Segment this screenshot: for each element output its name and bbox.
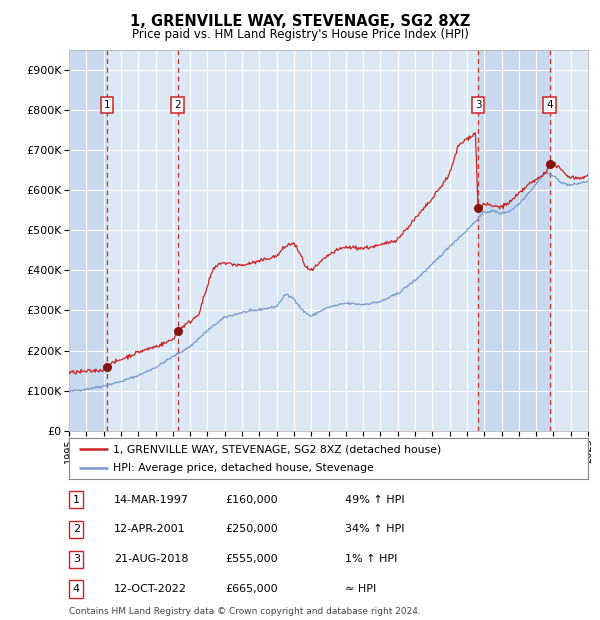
Text: ≈ HPI: ≈ HPI <box>345 584 376 594</box>
Text: 1% ↑ HPI: 1% ↑ HPI <box>345 554 397 564</box>
Text: 34% ↑ HPI: 34% ↑ HPI <box>345 525 404 534</box>
Text: 4: 4 <box>73 584 80 594</box>
Text: 1: 1 <box>73 495 80 505</box>
Bar <box>478 50 550 431</box>
Text: Contains HM Land Registry data © Crown copyright and database right 2024.: Contains HM Land Registry data © Crown c… <box>69 607 421 616</box>
Text: 49% ↑ HPI: 49% ↑ HPI <box>345 495 404 505</box>
Text: 12-APR-2001: 12-APR-2001 <box>114 525 185 534</box>
Text: 2: 2 <box>175 100 181 110</box>
Text: £160,000: £160,000 <box>225 495 278 505</box>
Text: £555,000: £555,000 <box>225 554 278 564</box>
Text: 1: 1 <box>104 100 110 110</box>
Bar <box>107 50 178 431</box>
Text: £665,000: £665,000 <box>225 584 278 594</box>
Text: HPI: Average price, detached house, Stevenage: HPI: Average price, detached house, Stev… <box>113 463 374 473</box>
Text: 12-OCT-2022: 12-OCT-2022 <box>114 584 187 594</box>
Text: 1, GRENVILLE WAY, STEVENAGE, SG2 8XZ: 1, GRENVILLE WAY, STEVENAGE, SG2 8XZ <box>130 14 470 29</box>
Text: 2: 2 <box>73 525 80 534</box>
Text: £250,000: £250,000 <box>225 525 278 534</box>
Text: 14-MAR-1997: 14-MAR-1997 <box>114 495 189 505</box>
Text: 1, GRENVILLE WAY, STEVENAGE, SG2 8XZ (detached house): 1, GRENVILLE WAY, STEVENAGE, SG2 8XZ (de… <box>113 444 442 454</box>
Text: 3: 3 <box>475 100 481 110</box>
Text: Price paid vs. HM Land Registry's House Price Index (HPI): Price paid vs. HM Land Registry's House … <box>131 28 469 41</box>
Text: 21-AUG-2018: 21-AUG-2018 <box>114 554 188 564</box>
Text: 3: 3 <box>73 554 80 564</box>
Text: 4: 4 <box>546 100 553 110</box>
Bar <box>69 50 107 431</box>
